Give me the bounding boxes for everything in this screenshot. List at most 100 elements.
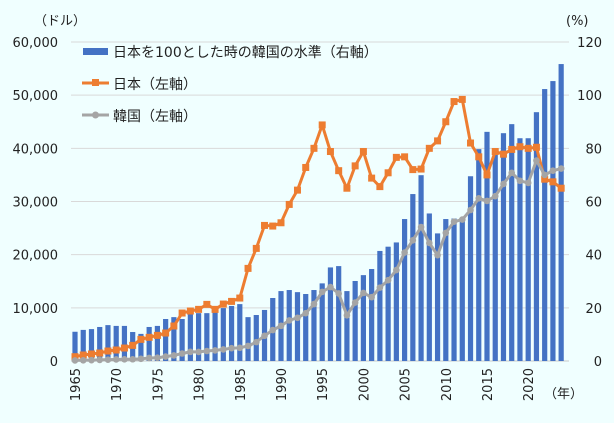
korea-point <box>170 352 178 359</box>
bar <box>220 308 226 361</box>
korea-point <box>475 195 483 202</box>
japan-point <box>326 148 334 156</box>
japan-point <box>310 144 318 152</box>
korea-point <box>483 197 491 205</box>
korea-point <box>508 169 516 177</box>
bar <box>385 246 391 361</box>
bar <box>113 325 119 361</box>
japan-point <box>359 148 367 156</box>
japan-point <box>458 95 466 103</box>
korea-point <box>79 357 87 364</box>
left-tick-label: 40,000 <box>13 142 59 157</box>
japan-point <box>499 150 507 158</box>
korea-point <box>178 350 186 357</box>
korea-point <box>261 332 268 340</box>
korea-point <box>294 314 301 322</box>
korea-point <box>88 356 95 364</box>
korea-point <box>195 348 202 356</box>
left-tick-label: 0 <box>50 355 58 370</box>
bar <box>286 290 292 361</box>
korea-point <box>96 356 104 364</box>
x-tick-label: 2010 <box>440 368 455 401</box>
bar <box>500 133 507 361</box>
bar <box>204 313 210 361</box>
korea-point <box>343 311 351 319</box>
bar <box>319 283 325 361</box>
japan-point <box>392 153 400 161</box>
korea-point <box>426 239 433 247</box>
legend: 日本を100とした時の韓国の水準（右軸） 日本（左軸） 韓国（左軸） <box>82 45 378 125</box>
korea-point <box>71 357 79 364</box>
japan-point <box>211 305 219 313</box>
legend-item-korea: 韓国（左軸） <box>82 109 197 125</box>
korea-point <box>393 266 400 274</box>
bar <box>154 325 160 361</box>
bar <box>228 305 235 361</box>
korea-point <box>154 354 161 362</box>
bar <box>121 325 128 361</box>
korea-point <box>187 348 194 356</box>
bar <box>418 175 424 361</box>
korea-point <box>285 317 293 324</box>
japan-point <box>302 163 310 171</box>
left-tick-label: 60,000 <box>13 36 59 51</box>
korea-point <box>384 276 392 284</box>
right-tick-label: 60 <box>585 196 602 211</box>
japan-point <box>178 309 186 317</box>
bar <box>187 313 193 361</box>
japan-point <box>483 171 491 179</box>
japan-point <box>120 344 128 352</box>
korea-point <box>549 167 557 174</box>
right-axis-ticks: 0 20 40 60 80 100 120 <box>577 36 602 370</box>
korea-point <box>104 356 112 363</box>
left-tick-label: 10,000 <box>13 302 59 317</box>
left-tick-label: 20,000 <box>13 249 59 264</box>
bar <box>484 131 490 361</box>
korea-point <box>112 356 120 363</box>
bar <box>492 150 498 361</box>
japan-point <box>293 186 301 194</box>
right-tick-label: 120 <box>577 36 602 51</box>
korea-point <box>220 346 227 353</box>
korea-point <box>401 249 408 256</box>
bar <box>146 326 152 361</box>
japan-point <box>508 145 516 153</box>
bar <box>525 138 531 361</box>
bar <box>245 317 251 361</box>
japan-point <box>549 178 557 186</box>
bar <box>163 318 169 361</box>
japan-point <box>450 98 458 106</box>
japan-point <box>376 183 384 191</box>
korea-point <box>277 322 285 330</box>
korea-point <box>129 355 136 363</box>
korea-point <box>450 218 458 226</box>
x-tick-label: 1975 <box>151 368 166 401</box>
japan-point <box>467 139 475 147</box>
korea-point <box>211 347 219 354</box>
japan-point <box>434 137 442 145</box>
japan-point <box>524 144 532 152</box>
korea-point <box>467 206 474 214</box>
ratio-bars <box>72 64 564 362</box>
gridlines <box>71 41 569 362</box>
korea-point <box>269 326 277 334</box>
japan-point <box>261 221 269 229</box>
x-axis-unit: （年） <box>544 387 583 402</box>
japan-point <box>491 148 499 156</box>
korea-point <box>327 283 334 291</box>
bar <box>558 64 564 362</box>
japan-point <box>170 322 178 330</box>
korea-point <box>557 165 565 172</box>
bar <box>327 267 334 361</box>
series-lines <box>71 95 565 364</box>
japan-point <box>195 305 203 313</box>
japan-point <box>277 219 285 227</box>
legend-label-korea: 韓国（左軸） <box>113 109 197 125</box>
left-axis-ticks: 0 10,000 20,000 30,000 40,000 50,000 60,000 <box>13 36 59 370</box>
legend-bar-swatch <box>83 48 108 55</box>
korea-point <box>121 355 128 363</box>
japan-point <box>285 200 293 208</box>
right-tick-label: 20 <box>585 302 602 317</box>
japan-point <box>384 169 392 177</box>
